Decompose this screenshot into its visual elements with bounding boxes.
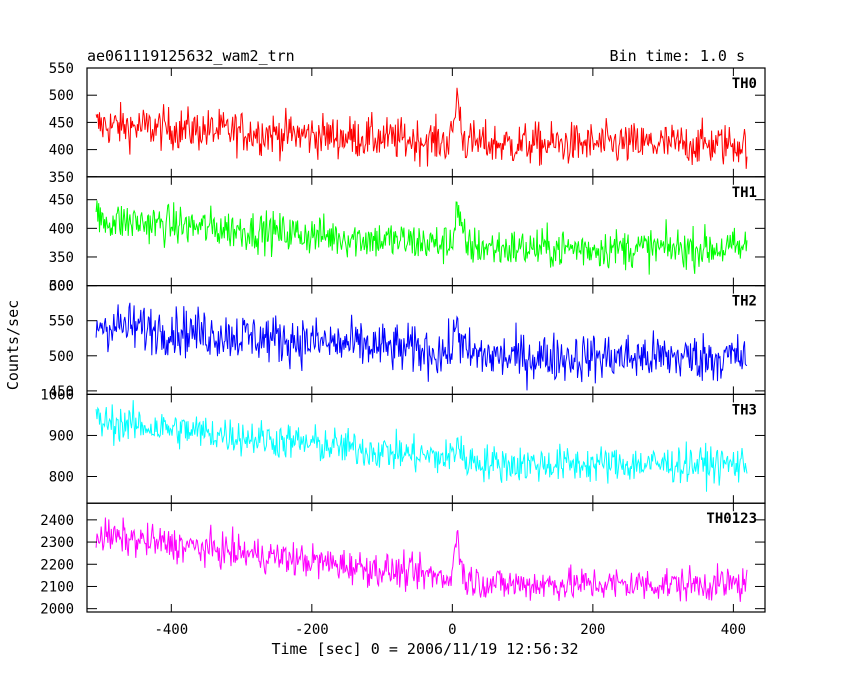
y-tick-label: 300 <box>49 279 74 295</box>
series-line-th2 <box>95 302 748 391</box>
x-tick-label: 200 <box>580 622 605 638</box>
panel-frame-th3 <box>86 393 766 504</box>
panel-label-th3: TH3 <box>732 402 757 418</box>
y-tick-label: 1000 <box>40 387 74 403</box>
y-tick-label: 600 <box>49 279 74 295</box>
panel-frame-th0123 <box>86 502 766 613</box>
y-tick-label: 450 <box>49 384 74 400</box>
y-tick-label: 400 <box>49 221 74 237</box>
x-tick-label: 400 <box>721 622 746 638</box>
y-tick-label: 2100 <box>40 579 74 595</box>
y-tick-label: 500 <box>49 349 74 365</box>
x-tick-label: 0 <box>448 622 456 638</box>
series-line-th3 <box>95 400 748 492</box>
y-tick-label: 500 <box>49 88 74 104</box>
y-tick-label: 2200 <box>40 557 74 573</box>
series-line-th1 <box>95 200 748 275</box>
panel-label-th2: TH2 <box>732 294 757 310</box>
y-tick-label: 350 <box>49 250 74 266</box>
y-tick-label: 2300 <box>40 535 74 551</box>
panel-label-th1: TH1 <box>732 185 757 201</box>
y-tick-label: 450 <box>49 193 74 209</box>
y-tick-label: 800 <box>49 470 74 486</box>
series-line-th0123 <box>95 517 748 602</box>
y-tick-label: 550 <box>49 61 74 77</box>
y-tick-label: 900 <box>49 428 74 444</box>
y-tick-label: 400 <box>49 143 74 159</box>
x-tick-label: -200 <box>295 622 329 638</box>
chart-title: ae061119125632_wam2_trn <box>87 47 295 65</box>
y-tick-label: 2400 <box>40 513 74 529</box>
series-line-th0 <box>95 87 748 169</box>
panel-label-th0: TH0 <box>732 76 757 92</box>
bin-time-label: Bin time: 1.0 s <box>610 47 745 65</box>
x-axis-label: Time [sec] 0 = 2006/11/19 12:56:32 <box>271 640 578 658</box>
panels-group: 350 400 450 500 550 TH0 300 350 400 450 TH1 450 500 5… <box>40 61 766 638</box>
y-tick-label: 2000 <box>40 602 74 618</box>
x-tick-label: -400 <box>154 622 188 638</box>
y-tick-label: 550 <box>49 314 74 330</box>
y-tick-label: 350 <box>49 170 74 186</box>
panel-label-th0123: TH0123 <box>706 511 757 527</box>
y-tick-label: 450 <box>49 115 74 131</box>
y-axis-label: Counts/sec <box>4 300 22 390</box>
